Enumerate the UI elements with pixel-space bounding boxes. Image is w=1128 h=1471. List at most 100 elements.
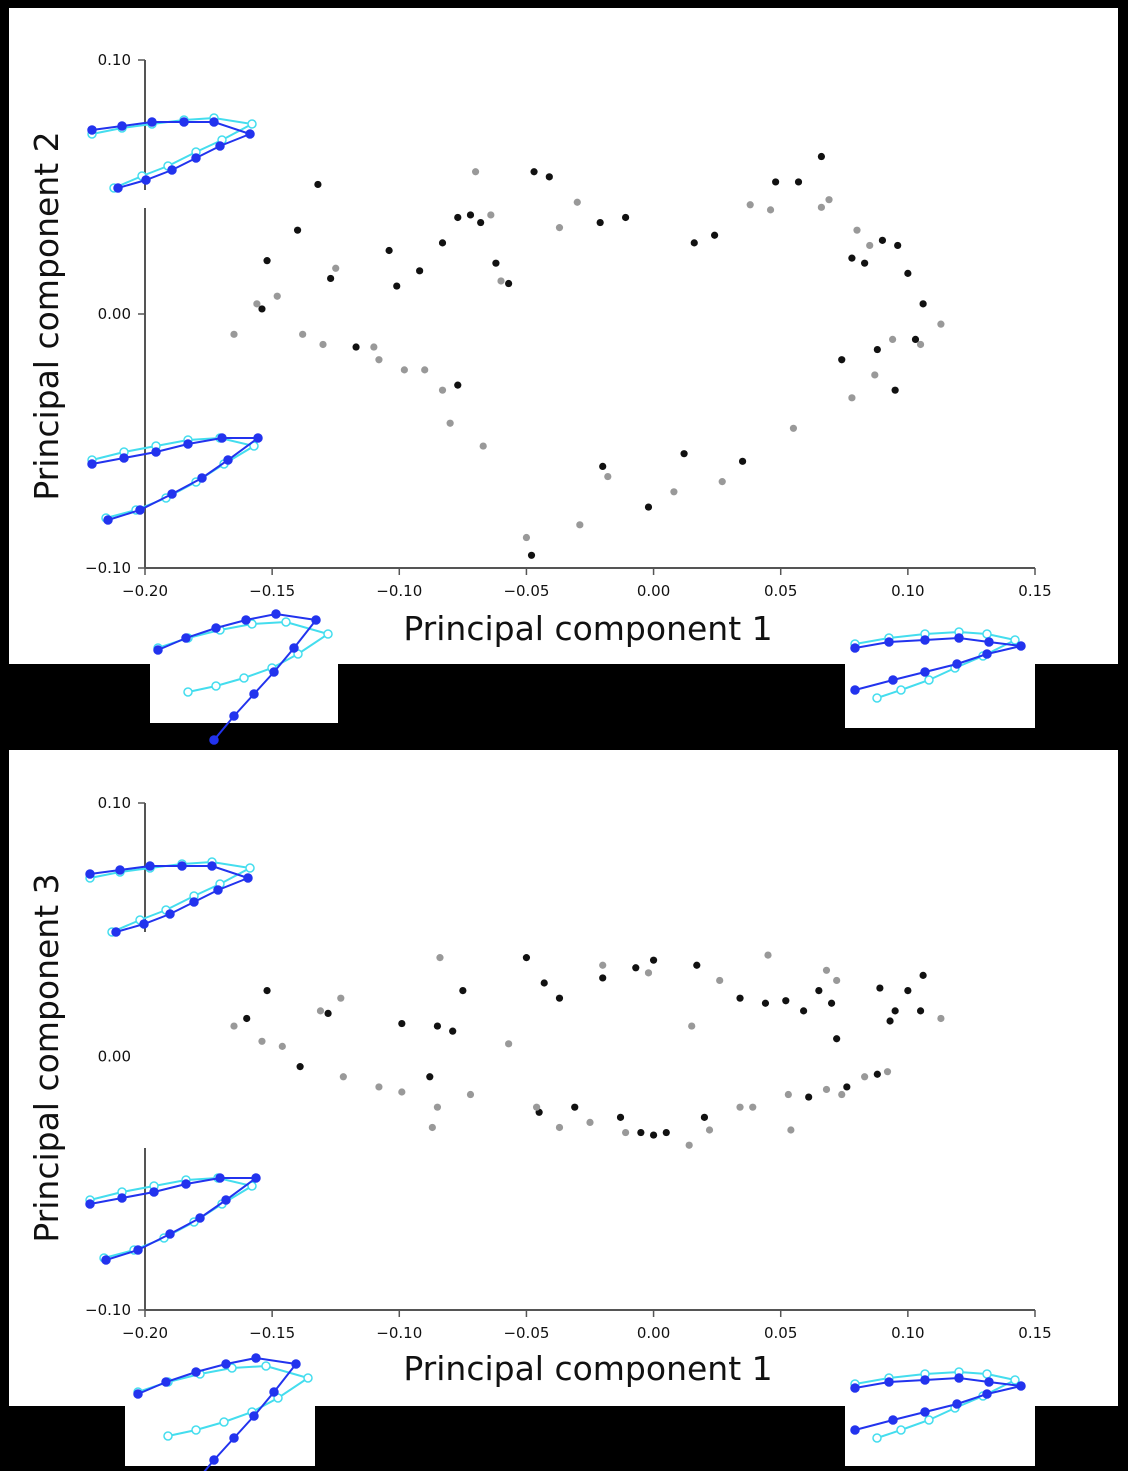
data-point	[782, 997, 790, 1005]
data-point	[772, 178, 780, 186]
data-point	[438, 239, 447, 247]
inset-dark-shape-landmark	[139, 919, 149, 929]
inset-dark-shape-landmark	[291, 1359, 301, 1369]
inset-light-shape-landmark	[183, 687, 193, 697]
inset-dark-shape-landmark	[850, 685, 860, 695]
y-axis-title: Principal component 3	[27, 873, 66, 1242]
inset-light-shape-landmark	[247, 119, 257, 129]
inset-dark-shape-landmark	[149, 1187, 159, 1197]
inset-light-shape-landmark	[924, 675, 934, 685]
inset-light-shape-landmark	[924, 1415, 934, 1425]
data-point	[545, 173, 553, 181]
data-point	[230, 330, 238, 338]
y-axis-gap	[138, 190, 152, 208]
x-tick-label: −0.15	[249, 1324, 295, 1342]
inset-light-shape	[87, 113, 257, 193]
data-point	[711, 231, 719, 239]
y-tick-label: 0.10	[98, 794, 131, 812]
x-tick-marks: −0.20 −0.15 −0.10 −0.05 0.00 0.05 0.10 0.15	[122, 1310, 1052, 1342]
inset-light-shape-landmark	[1010, 1375, 1020, 1385]
data-point	[878, 236, 887, 244]
data-point	[700, 1113, 709, 1121]
data-point	[833, 1035, 841, 1043]
shape-insets	[87, 113, 1026, 745]
inset-light-shape-line	[89, 860, 254, 933]
data-point	[273, 292, 281, 300]
data-point	[693, 961, 701, 969]
inset-dark-shape-landmark	[213, 885, 223, 895]
y-tick-label: 0.00	[98, 1048, 131, 1066]
x-tick-label: −0.15	[249, 582, 295, 600]
data-point	[766, 206, 775, 214]
x-tick-marks: −0.20 −0.15 −0.10 −0.05 0.00 0.05 0.10 0.15	[122, 568, 1052, 600]
data-point	[492, 259, 500, 267]
data-point	[370, 343, 378, 351]
inset-dark-shape-landmark	[271, 609, 281, 619]
inset-dark-shape-landmark	[167, 165, 177, 175]
y-tick-label: −0.10	[85, 559, 131, 577]
data-point	[540, 979, 548, 987]
y-tick-marks: −0.10 0.00 0.10	[85, 794, 145, 1319]
data-point	[555, 994, 564, 1002]
data-point	[416, 267, 424, 275]
inset-dark-shape-landmark	[229, 1433, 239, 1443]
inset-background	[125, 1406, 315, 1466]
inset-dark-shape-landmark	[117, 1193, 127, 1203]
data-point	[833, 976, 841, 985]
inset-dark-shape-landmark	[215, 141, 225, 151]
inset-dark-shape-landmark	[191, 1367, 201, 1377]
data-point	[522, 954, 531, 962]
data-point	[904, 986, 912, 995]
data-point	[738, 457, 747, 465]
data-point	[505, 1040, 513, 1048]
series-gray-points	[230, 951, 945, 1149]
data-point	[718, 478, 726, 486]
data-point	[861, 1073, 869, 1081]
inset-dark-shape-line	[91, 437, 262, 521]
inset-dark-shape-landmark	[952, 1399, 962, 1409]
data-point	[230, 1022, 238, 1030]
data-point	[817, 152, 826, 161]
data-point	[838, 356, 846, 364]
data-point	[428, 1123, 436, 1132]
inset-light-shape	[85, 857, 255, 937]
y-axis-gap	[138, 932, 152, 1148]
inset-dark-shape-line	[89, 865, 251, 933]
data-point	[827, 999, 836, 1007]
data-point	[487, 211, 495, 219]
inset-dark-shape-landmark	[221, 1195, 231, 1205]
data-point	[604, 472, 612, 481]
data-point	[421, 366, 429, 374]
data-point	[586, 1118, 594, 1127]
inset-dark-shape-landmark	[115, 865, 125, 875]
data-point	[871, 371, 879, 379]
data-point	[438, 386, 447, 394]
data-point	[784, 1090, 792, 1099]
data-point	[764, 951, 772, 959]
inset-dark-shape-landmark	[850, 643, 860, 653]
inset-dark-shape-landmark	[920, 635, 930, 645]
inset-dark-shape-landmark	[1016, 1381, 1026, 1391]
data-point	[332, 264, 340, 272]
y-axis-title: Principal component 2	[27, 131, 66, 500]
inset-dark-shape-landmark	[984, 637, 994, 647]
inset-light-shape-landmark	[872, 1433, 882, 1443]
data-point	[319, 340, 327, 349]
inset-dark-shape	[87, 117, 255, 193]
data-point	[876, 984, 884, 992]
data-point	[822, 966, 831, 974]
inset-dark-shape-landmark	[165, 909, 175, 919]
data-point	[243, 1014, 251, 1023]
data-point	[258, 1037, 266, 1045]
inset-dark-shape-landmark	[850, 1383, 860, 1393]
inset-dark-shape-landmark	[241, 615, 251, 625]
data-point	[314, 180, 322, 189]
data-point	[352, 343, 360, 351]
inset-dark-shape-landmark	[884, 637, 894, 647]
data-point	[466, 1090, 475, 1099]
data-point	[375, 356, 383, 364]
data-point	[680, 450, 688, 458]
inset-dark-shape-landmark	[920, 1407, 930, 1417]
data-point	[576, 521, 584, 529]
